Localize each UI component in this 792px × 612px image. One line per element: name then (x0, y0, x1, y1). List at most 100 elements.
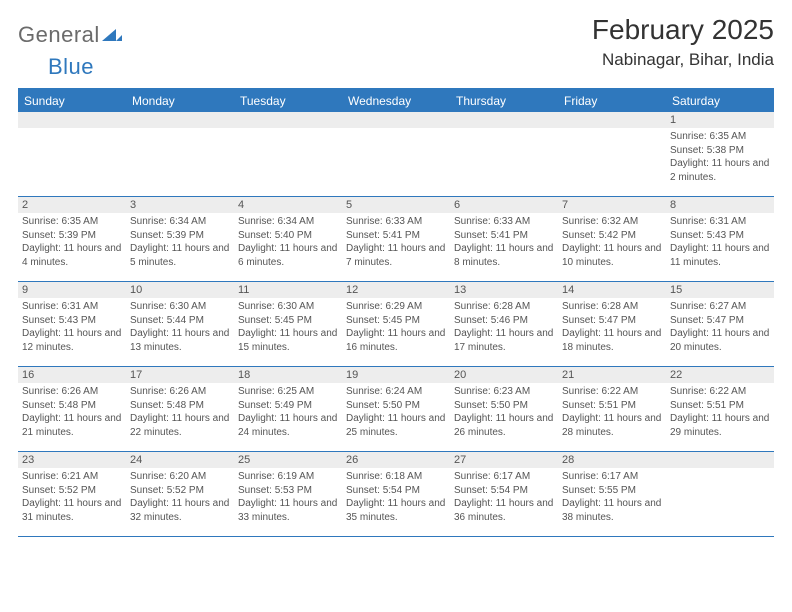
day-cell (450, 112, 558, 196)
sunset-line: Sunset: 5:46 PM (454, 314, 554, 328)
daylight-line: Daylight: 11 hours and 29 minutes. (670, 412, 770, 439)
sunrise-line: Sunrise: 6:17 AM (562, 470, 662, 484)
day-number: 20 (450, 367, 558, 383)
daylight-line: Daylight: 11 hours and 36 minutes. (454, 497, 554, 524)
daylight-line: Daylight: 11 hours and 11 minutes. (670, 242, 770, 269)
sunset-line: Sunset: 5:45 PM (238, 314, 338, 328)
day-number: 26 (342, 452, 450, 468)
day-info: Sunrise: 6:33 AMSunset: 5:41 PMDaylight:… (342, 213, 450, 273)
daylight-line: Daylight: 11 hours and 24 minutes. (238, 412, 338, 439)
sunrise-line: Sunrise: 6:18 AM (346, 470, 446, 484)
logo: General (18, 22, 122, 48)
sunset-line: Sunset: 5:52 PM (130, 484, 230, 498)
daylight-line: Daylight: 11 hours and 31 minutes. (22, 497, 122, 524)
daylight-line: Daylight: 11 hours and 22 minutes. (130, 412, 230, 439)
day-number: 17 (126, 367, 234, 383)
daylight-line: Daylight: 11 hours and 13 minutes. (130, 327, 230, 354)
day-cell (666, 452, 774, 536)
day-info: Sunrise: 6:22 AMSunset: 5:51 PMDaylight:… (666, 383, 774, 443)
week-row: 1Sunrise: 6:35 AMSunset: 5:38 PMDaylight… (18, 112, 774, 197)
day-info: Sunrise: 6:29 AMSunset: 5:45 PMDaylight:… (342, 298, 450, 358)
sunset-line: Sunset: 5:50 PM (346, 399, 446, 413)
sunrise-line: Sunrise: 6:26 AM (22, 385, 122, 399)
day-number: 11 (234, 282, 342, 298)
day-number: 5 (342, 197, 450, 213)
day-info: Sunrise: 6:28 AMSunset: 5:47 PMDaylight:… (558, 298, 666, 358)
sunrise-line: Sunrise: 6:20 AM (130, 470, 230, 484)
daylight-line: Daylight: 11 hours and 4 minutes. (22, 242, 122, 269)
daylight-line: Daylight: 11 hours and 28 minutes. (562, 412, 662, 439)
day-number: 1 (666, 112, 774, 128)
sunset-line: Sunset: 5:41 PM (454, 229, 554, 243)
day-number: 16 (18, 367, 126, 383)
day-info: Sunrise: 6:23 AMSunset: 5:50 PMDaylight:… (450, 383, 558, 443)
day-cell: 12Sunrise: 6:29 AMSunset: 5:45 PMDayligh… (342, 282, 450, 366)
day-info: Sunrise: 6:21 AMSunset: 5:52 PMDaylight:… (18, 468, 126, 528)
day-cell: 6Sunrise: 6:33 AMSunset: 5:41 PMDaylight… (450, 197, 558, 281)
day-info: Sunrise: 6:25 AMSunset: 5:49 PMDaylight:… (234, 383, 342, 443)
day-cell: 13Sunrise: 6:28 AMSunset: 5:46 PMDayligh… (450, 282, 558, 366)
daylight-line: Daylight: 11 hours and 16 minutes. (346, 327, 446, 354)
sunrise-line: Sunrise: 6:32 AM (562, 215, 662, 229)
day-header: Wednesday (342, 90, 450, 112)
day-header: Tuesday (234, 90, 342, 112)
sunrise-line: Sunrise: 6:22 AM (670, 385, 770, 399)
day-cell: 1Sunrise: 6:35 AMSunset: 5:38 PMDaylight… (666, 112, 774, 196)
day-header: Thursday (450, 90, 558, 112)
day-cell: 17 Sunrise: 6:26 AMSunset: 5:48 PMDayligh… (126, 367, 234, 451)
sunset-line: Sunset: 5:39 PM (130, 229, 230, 243)
logo-text-general: General (18, 22, 100, 48)
calendar: SundayMondayTuesdayWednesdayThursdayFrid… (18, 88, 774, 537)
sunset-line: Sunset: 5:50 PM (454, 399, 554, 413)
sunset-line: Sunset: 5:48 PM (130, 399, 230, 413)
day-info: Sunrise: 6:17 AMSunset: 5:54 PMDaylight:… (450, 468, 558, 528)
daylight-line: Daylight: 11 hours and 15 minutes. (238, 327, 338, 354)
day-info: Sunrise: 6:19 AMSunset: 5:53 PMDaylight:… (234, 468, 342, 528)
day-number: 21 (558, 367, 666, 383)
day-number (666, 452, 774, 468)
day-cell: 23Sunrise: 6:21 AMSunset: 5:52 PMDayligh… (18, 452, 126, 536)
day-number: 6 (450, 197, 558, 213)
day-number (558, 112, 666, 128)
sunset-line: Sunset: 5:51 PM (562, 399, 662, 413)
sunset-line: Sunset: 5:38 PM (670, 144, 770, 158)
day-cell: 8Sunrise: 6:31 AMSunset: 5:43 PMDaylight… (666, 197, 774, 281)
sunset-line: Sunset: 5:45 PM (346, 314, 446, 328)
week-row: 23Sunrise: 6:21 AMSunset: 5:52 PMDayligh… (18, 452, 774, 537)
day-header-row: SundayMondayTuesdayWednesdayThursdayFrid… (18, 90, 774, 112)
day-cell: 19Sunrise: 6:24 AMSunset: 5:50 PMDayligh… (342, 367, 450, 451)
week-row: 2Sunrise: 6:35 AMSunset: 5:39 PMDaylight… (18, 197, 774, 282)
sunset-line: Sunset: 5:41 PM (346, 229, 446, 243)
day-info: Sunrise: 6:35 AMSunset: 5:38 PMDaylight:… (666, 128, 774, 188)
day-number: 15 (666, 282, 774, 298)
day-info: Sunrise: 6:17 AMSunset: 5:55 PMDaylight:… (558, 468, 666, 528)
logo-mark-icon (102, 25, 122, 46)
day-number: 10 (126, 282, 234, 298)
day-number: 7 (558, 197, 666, 213)
sunset-line: Sunset: 5:51 PM (670, 399, 770, 413)
day-header: Saturday (666, 90, 774, 112)
day-cell: 10Sunrise: 6:30 AMSunset: 5:44 PMDayligh… (126, 282, 234, 366)
sunset-line: Sunset: 5:44 PM (130, 314, 230, 328)
day-info: Sunrise: 6:31 AMSunset: 5:43 PMDaylight:… (18, 298, 126, 358)
sunrise-line: Sunrise: 6:22 AM (562, 385, 662, 399)
day-number: 8 (666, 197, 774, 213)
day-cell: 22Sunrise: 6:22 AMSunset: 5:51 PMDayligh… (666, 367, 774, 451)
sunrise-line: Sunrise: 6:19 AM (238, 470, 338, 484)
sunset-line: Sunset: 5:39 PM (22, 229, 122, 243)
daylight-line: Daylight: 11 hours and 6 minutes. (238, 242, 338, 269)
sunrise-line: Sunrise: 6:26 AM (130, 385, 230, 399)
day-number: 13 (450, 282, 558, 298)
sunrise-line: Sunrise: 6:28 AM (562, 300, 662, 314)
sunrise-line: Sunrise: 6:28 AM (454, 300, 554, 314)
sunrise-line: Sunrise: 6:27 AM (670, 300, 770, 314)
day-header: Monday (126, 90, 234, 112)
day-info: Sunrise: 6:35 AMSunset: 5:39 PMDaylight:… (18, 213, 126, 273)
day-cell: 16Sunrise: 6:26 AMSunset: 5:48 PMDayligh… (18, 367, 126, 451)
day-cell: 7Sunrise: 6:32 AMSunset: 5:42 PMDaylight… (558, 197, 666, 281)
sunrise-line: Sunrise: 6:17 AM (454, 470, 554, 484)
daylight-line: Daylight: 11 hours and 25 minutes. (346, 412, 446, 439)
day-number: 4 (234, 197, 342, 213)
day-number (450, 112, 558, 128)
month-title: February 2025 (592, 14, 774, 46)
